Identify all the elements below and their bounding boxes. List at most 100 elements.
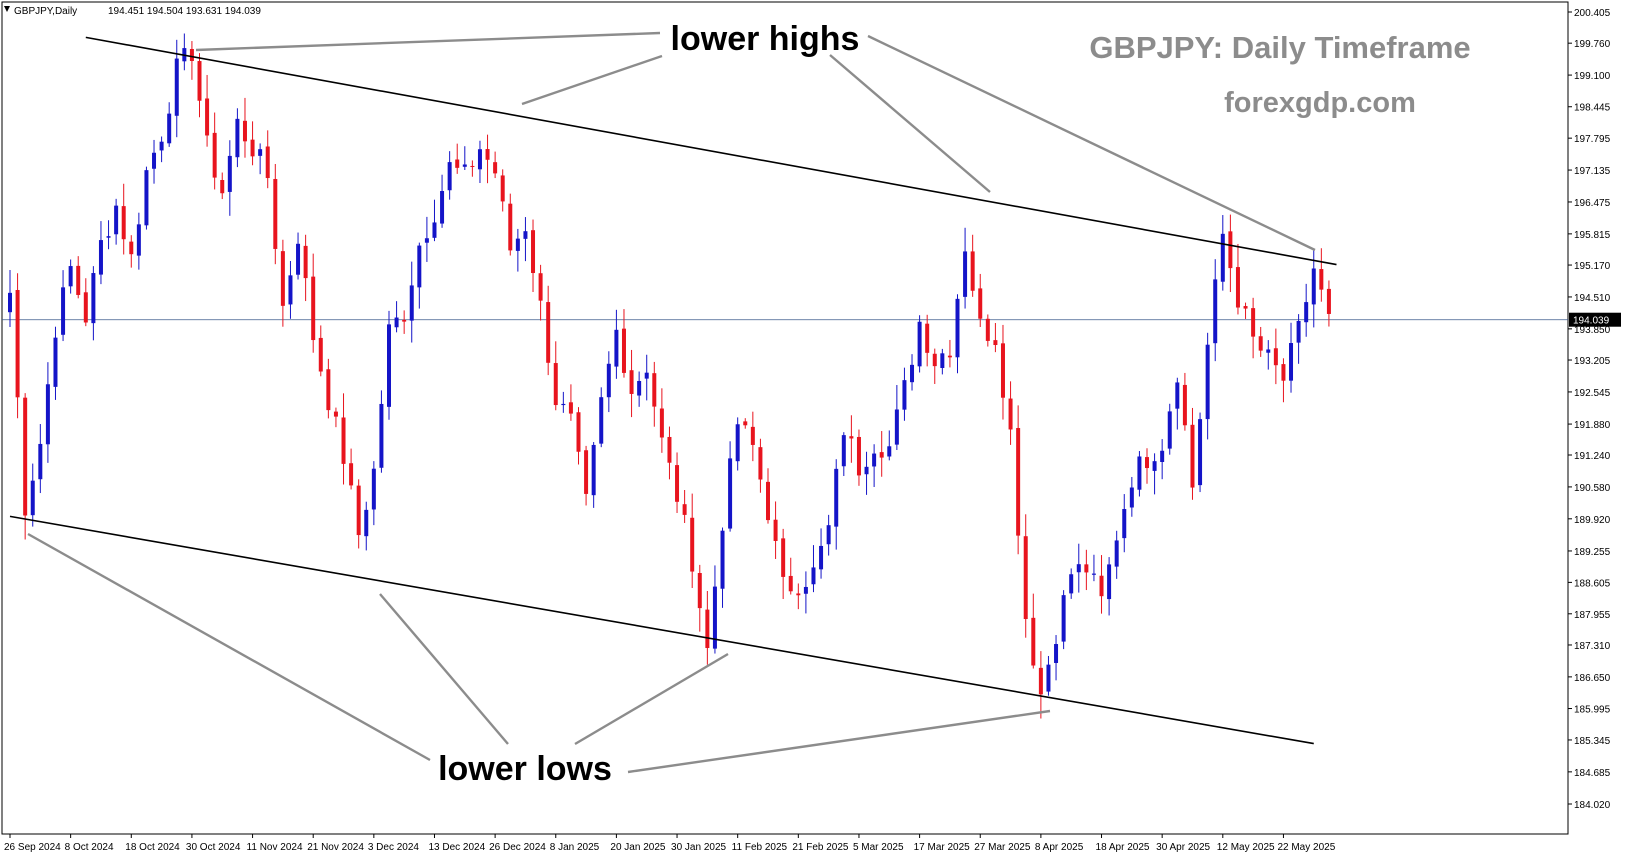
candle [826,514,831,556]
candle [470,160,475,177]
candle [477,140,482,184]
candle [288,260,293,319]
candle-body [318,337,323,372]
candle [1289,322,1294,393]
candle [720,527,725,608]
candle-body [849,436,854,439]
candle [819,528,824,579]
candle [1008,381,1013,445]
time-tick-label: 18 Oct 2024 [125,842,180,853]
candle-body [493,162,498,174]
candle-body [872,453,877,467]
price-tick-label: 199.760 [1574,39,1611,50]
candle [970,234,975,297]
candle-body [462,164,467,167]
candle [553,341,558,411]
candle-body [76,265,81,295]
candle [735,417,740,471]
candle-body [621,328,626,373]
candle-body [1243,306,1248,309]
candle [197,53,202,118]
candle-body [940,353,945,369]
candle-body [834,468,839,527]
candle [1084,549,1089,591]
time-tick-label: 22 May 2025 [1277,842,1335,853]
candle [849,415,854,463]
pointer-line [521,54,663,106]
candle [531,219,536,293]
candle-body [659,408,664,438]
candle [925,314,930,367]
candle [1243,302,1248,319]
candle-body [803,586,808,594]
candle [523,217,528,262]
candle-body [1167,411,1172,449]
candle [1281,358,1286,403]
candle [61,270,66,342]
candle-body [902,380,907,410]
candle [1235,243,1240,315]
candle-body [152,152,157,169]
candle [584,445,589,506]
candle-body [796,593,801,596]
candle [387,310,391,420]
candle [1031,593,1036,669]
price-tick-label: 185.345 [1574,736,1611,747]
candle [129,235,134,268]
candle [879,431,884,477]
candle [409,261,414,343]
candle [280,239,285,327]
candle-body [1266,349,1271,353]
candle [561,391,566,413]
candle-body [606,363,611,398]
candle [614,309,619,379]
candle-body [682,504,687,515]
candle [159,136,164,163]
time-tick-label: 21 Feb 2025 [792,842,849,853]
candle [258,143,263,175]
candle [326,358,331,419]
candle [114,198,119,245]
candle-body [1099,575,1104,597]
candle-body [1190,424,1195,488]
candle-body [1296,321,1301,343]
candle [394,301,399,333]
candle [788,557,793,595]
candle [743,418,748,429]
candle-body [947,355,952,358]
candle [432,199,437,242]
candle-body [925,323,930,353]
candle-body [826,525,831,545]
menu-triangle-icon[interactable] [4,6,10,12]
candle [106,220,111,250]
candle-body [515,238,520,251]
candle-body [61,287,66,335]
candle [318,325,323,377]
candle-body [1152,461,1157,471]
candle-body [402,319,407,322]
candle [568,384,573,421]
candle-body [38,443,43,480]
candle-body [227,155,232,192]
candle-body [1046,664,1051,692]
time-tick-label: 30 Jan 2025 [671,842,726,853]
candle-body [356,485,361,536]
candle [1038,651,1043,719]
candle-body [955,298,960,358]
time-tick-label: 17 Mar 2025 [914,842,971,853]
candle [1182,372,1187,431]
candle [1091,554,1096,582]
candle [690,493,695,588]
candle [333,407,338,428]
candle [978,273,983,328]
candle [1152,453,1157,495]
candle [781,528,786,600]
price-tick-label: 191.240 [1574,451,1611,462]
candle [1167,403,1172,455]
candle [1220,215,1225,291]
candle [341,393,346,485]
candle-body [83,292,88,323]
candle-body [675,465,680,502]
candle-body [773,519,778,541]
candle [152,139,157,184]
